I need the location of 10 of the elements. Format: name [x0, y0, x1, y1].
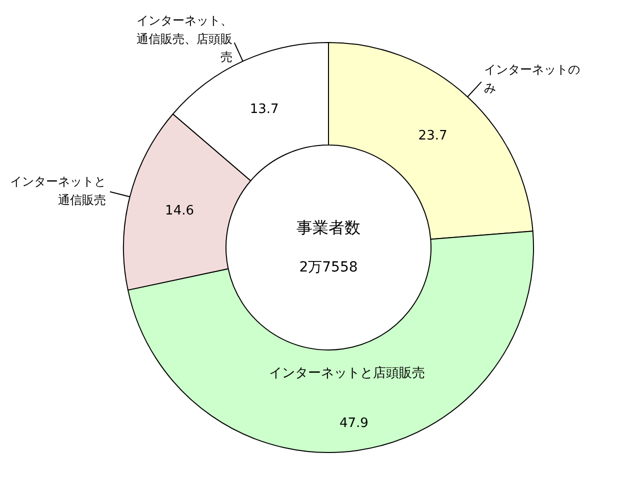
- text: 2万7558: [299, 260, 358, 276]
- data-label: 47.9: [339, 416, 368, 431]
- data-label: 14.6: [165, 203, 194, 218]
- slice-label: インターネットのみ: [484, 62, 580, 95]
- data-label: 13.7: [250, 102, 279, 117]
- text: 事業者数: [296, 218, 360, 237]
- data-label: 23.7: [418, 128, 448, 144]
- slice-label: インターネットと通信販売: [10, 174, 106, 207]
- slice-label: インターネット、通信販売、店頭販売: [136, 14, 233, 64]
- slice-label: インターネットと店頭販売: [268, 364, 425, 381]
